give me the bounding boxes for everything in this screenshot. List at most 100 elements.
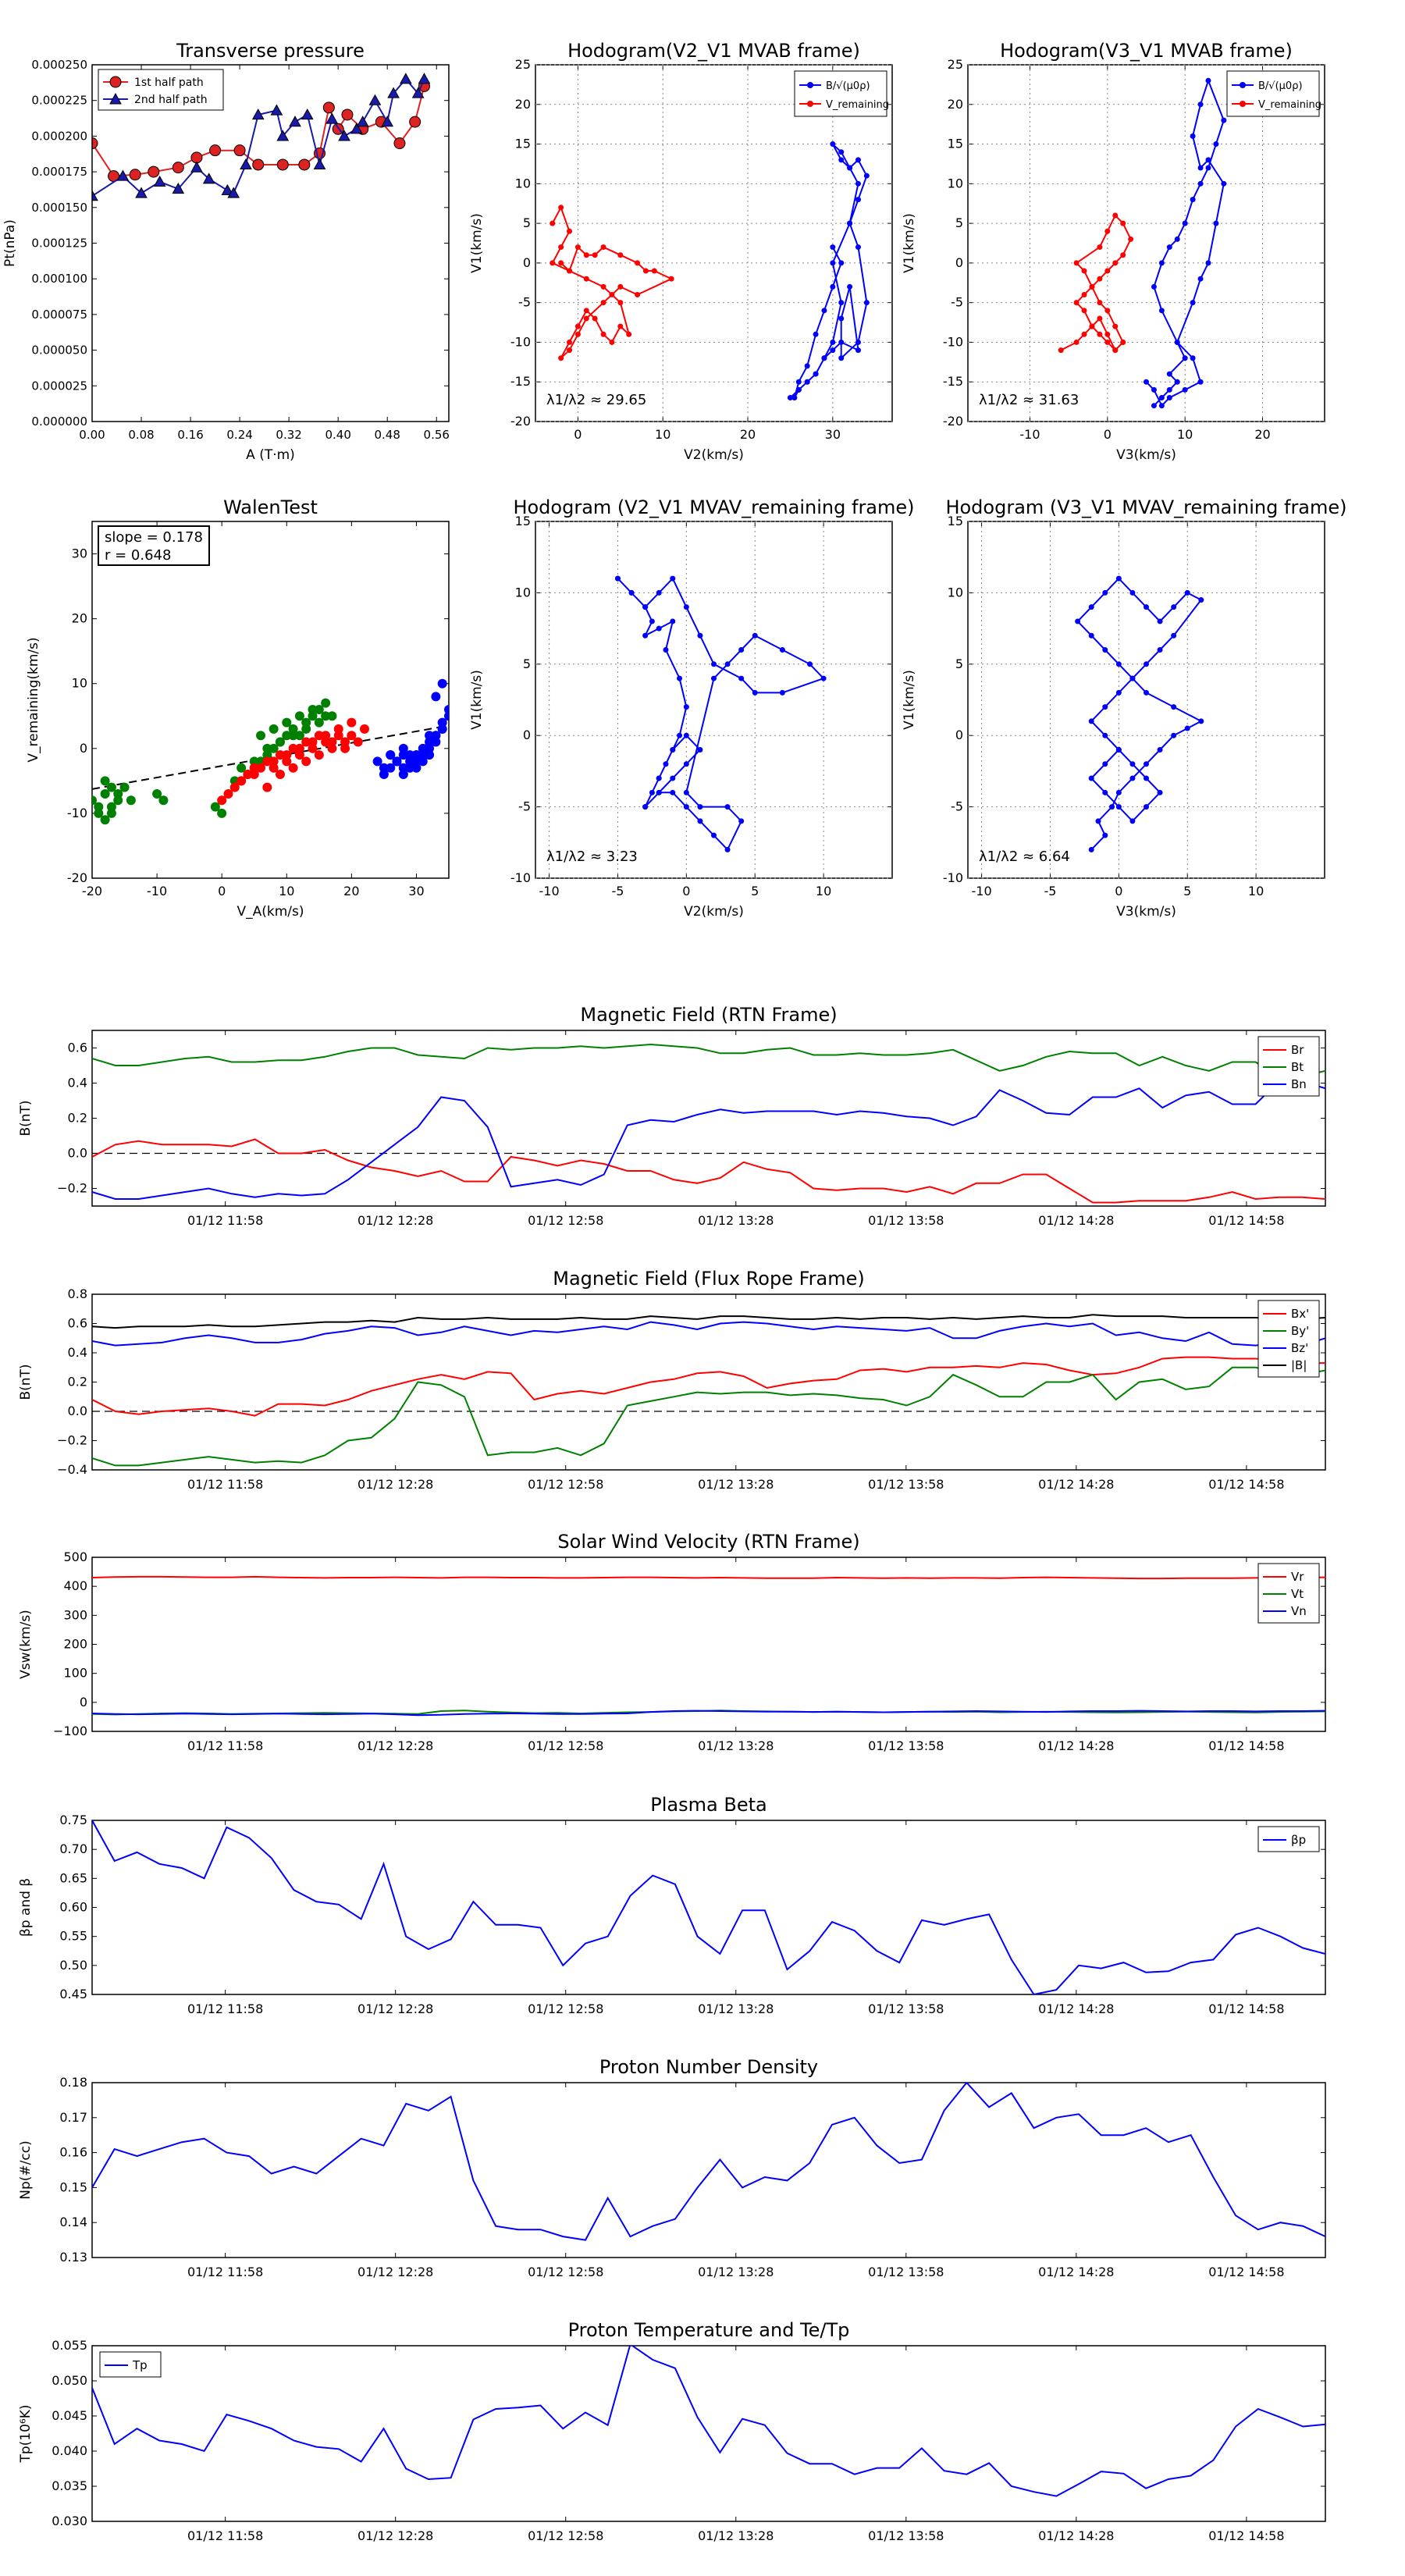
data-point — [294, 750, 304, 760]
series-line-Bz' — [92, 1321, 1325, 1347]
data-point — [617, 252, 624, 258]
data-point — [1171, 632, 1177, 639]
legend-marker — [807, 82, 813, 88]
data-point — [656, 775, 662, 781]
data-point — [838, 315, 845, 322]
data-point — [711, 675, 717, 681]
data-point — [190, 161, 203, 173]
series-line-0 — [617, 577, 825, 852]
chart-transverse-pressure: 0.000000 0.000025 0.000050 0.000075 0.000100… — [2, 40, 450, 463]
data-point — [314, 704, 324, 714]
y-tick-label: 0.045 — [52, 2408, 87, 2423]
data-point — [1205, 157, 1211, 163]
data-point — [256, 763, 266, 773]
x-tick-label: 01/12 12:58 — [528, 1213, 603, 1228]
data-point — [313, 158, 326, 170]
legend-label: Tp — [132, 2358, 148, 2372]
data-point — [1197, 180, 1204, 187]
data-point — [752, 632, 758, 639]
y-axis-label: V1(km/s) — [902, 670, 917, 730]
data-point — [574, 331, 581, 337]
data-point — [1120, 220, 1126, 226]
data-point — [392, 756, 402, 767]
data-point — [158, 795, 169, 806]
y-tick-label: 0.000100 — [31, 272, 87, 286]
data-point — [269, 763, 279, 773]
data-point — [558, 244, 564, 251]
y-tick-label: 0 — [80, 1695, 87, 1710]
y-axis-label: Tp(10⁶K) — [18, 2404, 34, 2463]
data-point — [398, 743, 408, 753]
data-point — [444, 704, 449, 714]
data-point — [1157, 746, 1163, 753]
data-point — [210, 802, 220, 812]
data-point — [1088, 604, 1094, 610]
y-tick-label: 0 — [523, 728, 531, 742]
data-point — [670, 746, 676, 753]
data-point — [683, 804, 689, 810]
chart-title: Solar Wind Velocity (RTN Frame) — [557, 1531, 859, 1553]
data-point — [670, 775, 676, 781]
x-tick-label: 0.16 — [177, 428, 203, 442]
data-point — [574, 244, 581, 251]
data-point — [635, 292, 641, 298]
data-point — [1058, 347, 1064, 354]
data-point — [437, 724, 447, 734]
x-tick-label: 30 — [408, 884, 424, 898]
legend-marker — [807, 101, 813, 107]
plot-area — [92, 1575, 1325, 1717]
data-point — [683, 604, 689, 610]
data-point — [314, 717, 324, 728]
y-tick-label: 5 — [523, 656, 531, 671]
chart-timeseries-8: −100 0 100 200 300 400 500 01/12 11:58 01/12 12:… — [18, 1531, 1326, 1753]
data-point — [838, 157, 845, 163]
y-tick-label: -20 — [510, 414, 531, 429]
chart-hodogram-4: -10 -5 0 5 10 15 -10 -5 0 5 10 Hodogram (V2_V1 MVAV… — [469, 496, 915, 920]
data-point — [1128, 236, 1134, 242]
y-tick-label: -10 — [943, 870, 963, 885]
data-point — [92, 190, 98, 201]
data-point — [1112, 323, 1119, 329]
series-line-Br — [92, 1138, 1325, 1204]
data-point — [94, 802, 104, 812]
data-point — [321, 711, 331, 721]
y-tick-label: 15 — [515, 514, 531, 528]
series-line-0 — [789, 143, 868, 399]
data-point — [697, 632, 703, 639]
y-tick-label: 0.0 — [68, 1404, 87, 1418]
y-tick-label: 25 — [515, 57, 531, 72]
data-point — [1120, 339, 1126, 345]
data-point — [1081, 268, 1087, 274]
data-point — [1190, 197, 1196, 203]
data-point — [1157, 789, 1163, 795]
series-line-Vr — [92, 1575, 1325, 1580]
data-point — [350, 123, 363, 134]
y-tick-label: 0.70 — [59, 1841, 87, 1856]
data-point — [308, 711, 318, 721]
data-point — [1197, 165, 1204, 171]
data-point — [628, 589, 635, 596]
x-tick-label: 01/12 14:58 — [1208, 1477, 1284, 1492]
y-tick-label: 100 — [63, 1666, 87, 1681]
data-point — [642, 804, 649, 810]
y-tick-label: 0.45 — [59, 1987, 87, 2001]
data-point — [1166, 386, 1172, 393]
x-tick-label: 01/12 12:58 — [528, 2001, 603, 2016]
y-axis-label: Np(#/cc) — [18, 2140, 34, 2199]
chart-title: Proton Number Density — [599, 2056, 818, 2078]
data-point — [738, 675, 745, 681]
x-tick-label: 0 — [574, 427, 582, 442]
x-tick-label: 01/12 13:58 — [868, 1738, 944, 1753]
x-tick-label: 0.56 — [424, 428, 450, 442]
data-point — [697, 804, 703, 810]
data-point — [838, 339, 845, 345]
data-point — [1182, 386, 1188, 393]
data-point — [288, 743, 298, 753]
y-axis-label: B(nT) — [18, 1364, 34, 1400]
x-tick-label: 01/12 14:28 — [1038, 2265, 1114, 2279]
data-point — [425, 731, 435, 741]
data-point — [269, 724, 279, 734]
stats-box — [98, 525, 210, 566]
data-point — [1097, 315, 1103, 322]
data-point — [1104, 339, 1111, 345]
